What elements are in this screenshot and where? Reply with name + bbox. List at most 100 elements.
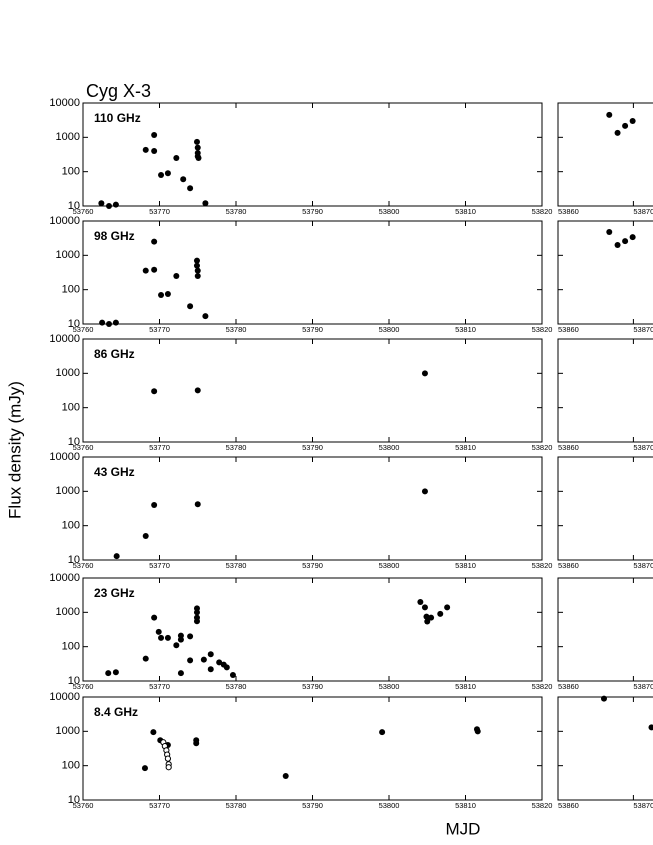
y-tick-label: 100 <box>62 641 80 653</box>
axis-frame <box>82 220 543 325</box>
x-tick-label: 53860 <box>558 325 579 334</box>
x-tick-label: 53800 <box>379 443 400 452</box>
axis-frame <box>82 696 543 801</box>
data-point <box>622 238 629 245</box>
data-point <box>142 267 149 274</box>
x-tick-label: 53810 <box>455 207 476 216</box>
panel-label: 98 GHz <box>94 229 135 243</box>
x-tick-label: 53780 <box>226 682 247 691</box>
x-tick-label: 53770 <box>149 207 170 216</box>
x-tick-label: 53790 <box>302 325 323 334</box>
data-point <box>614 241 621 248</box>
x-tick-label: 53860 <box>558 207 579 216</box>
x-tick-label: 53770 <box>149 443 170 452</box>
y-tick-label: 10 <box>68 436 80 448</box>
data-point <box>141 765 148 772</box>
x-tick-label: 53820 <box>532 561 553 570</box>
x-tick-label: 53790 <box>302 443 323 452</box>
x-tick-label: 53820 <box>532 443 553 452</box>
axis-frame <box>557 338 653 443</box>
data-point <box>187 303 194 310</box>
data-point <box>142 655 149 662</box>
y-tick-label: 1000 <box>56 249 80 261</box>
x-tick-label: 53780 <box>226 443 247 452</box>
data-point <box>428 614 435 621</box>
x-tick-label: 53870 <box>633 325 653 334</box>
y-tick-label: 1000 <box>56 367 80 379</box>
x-tick-label: 53780 <box>226 561 247 570</box>
figure-title: Cyg X-3 <box>86 81 151 101</box>
x-tick-label: 53800 <box>379 325 400 334</box>
y-tick-label: 10 <box>68 675 80 687</box>
y-axis-label: Flux density (mJy) <box>5 381 24 519</box>
data-point <box>207 651 214 658</box>
data-point <box>600 695 607 702</box>
data-point <box>177 670 184 677</box>
data-point <box>202 200 209 207</box>
axis-frame <box>557 696 653 801</box>
data-point <box>193 618 200 625</box>
x-tick-label: 53800 <box>379 801 400 810</box>
data-point <box>648 724 653 731</box>
x-tick-label: 53760 <box>73 325 94 334</box>
data-point <box>200 656 207 663</box>
data-point <box>177 632 184 639</box>
x-axis-label: MJD <box>446 819 481 838</box>
data-point <box>158 171 165 178</box>
data-point <box>105 670 112 677</box>
axis-frame <box>557 577 653 682</box>
x-tick-label: 53870 <box>633 443 653 452</box>
y-tick-label: 10 <box>68 794 80 806</box>
data-point <box>417 598 424 605</box>
data-point <box>193 262 200 269</box>
data-point <box>194 267 201 274</box>
x-tick-label: 53860 <box>558 682 579 691</box>
data-point <box>142 146 149 153</box>
axis-frame <box>557 220 653 325</box>
data-point <box>151 614 158 621</box>
data-point <box>423 613 430 620</box>
x-tick-label: 53790 <box>302 682 323 691</box>
data-point <box>223 664 230 671</box>
data-point <box>158 291 165 298</box>
x-tick-label: 53860 <box>558 443 579 452</box>
x-tick-label: 53800 <box>379 561 400 570</box>
x-tick-label: 53820 <box>532 801 553 810</box>
y-tick-label: 1000 <box>56 725 80 737</box>
x-tick-label: 53760 <box>73 443 94 452</box>
y-tick-label: 10000 <box>49 97 80 109</box>
data-point <box>622 122 629 129</box>
panel-label: 43 GHz <box>94 465 135 479</box>
axis-frame <box>82 102 543 207</box>
axis-frame <box>557 102 653 207</box>
data-point <box>444 604 451 611</box>
data-point <box>229 671 236 678</box>
data-point <box>379 729 386 736</box>
x-tick-label: 53810 <box>455 443 476 452</box>
x-tick-label: 53760 <box>73 801 94 810</box>
data-point <box>194 144 201 151</box>
data-point <box>629 117 636 124</box>
data-point <box>164 290 171 297</box>
x-tick-label: 53820 <box>532 207 553 216</box>
x-tick-label: 53870 <box>633 682 653 691</box>
y-tick-label: 100 <box>62 520 80 532</box>
data-point <box>606 111 613 118</box>
x-tick-label: 53780 <box>226 801 247 810</box>
data-point <box>151 147 158 154</box>
data-point <box>151 131 158 138</box>
x-tick-label: 53860 <box>558 561 579 570</box>
data-point <box>155 628 162 635</box>
data-point <box>194 387 201 394</box>
data-point <box>173 642 180 649</box>
y-tick-label: 100 <box>62 402 80 414</box>
y-tick-label: 1000 <box>56 485 80 497</box>
y-tick-label: 1000 <box>56 131 80 143</box>
x-tick-label: 53780 <box>226 325 247 334</box>
x-tick-label: 53870 <box>633 561 653 570</box>
data-point <box>193 740 200 747</box>
data-point <box>193 138 200 145</box>
data-point <box>421 604 428 611</box>
data-point <box>151 238 158 245</box>
data-point <box>173 155 180 162</box>
